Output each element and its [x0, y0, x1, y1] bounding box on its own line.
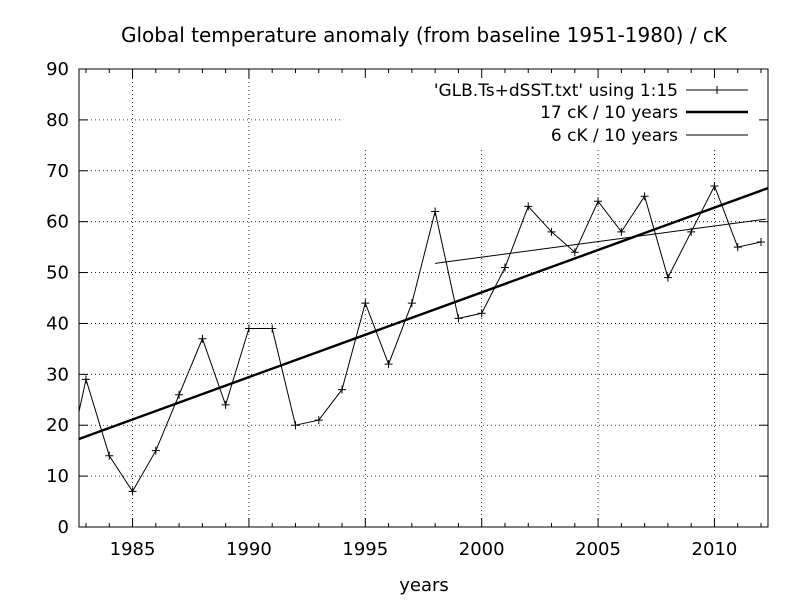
data-point	[81, 375, 90, 384]
y-tick-label: 90	[46, 59, 69, 80]
chart-title: Global temperature anomaly (from baselin…	[121, 23, 728, 47]
y-tick-label: 20	[46, 415, 69, 436]
data-point	[105, 451, 114, 460]
y-tick-label: 0	[58, 517, 69, 538]
series-group-0	[79, 182, 766, 496]
x-tick-label: 1985	[110, 539, 156, 560]
data-point	[663, 273, 672, 282]
y-tick-label: 30	[46, 364, 69, 385]
data-point	[547, 227, 556, 236]
y-tick-label: 60	[46, 212, 69, 233]
data-point	[198, 334, 207, 343]
data-point	[710, 182, 719, 191]
axes: 0 10 20 30 40 50 60 70 80 90 1985 1990 1995 2000 2005 2…	[46, 59, 769, 560]
series-line-1	[78, 186, 769, 441]
series-line-2	[435, 218, 766, 264]
data-point	[361, 299, 370, 308]
y-tick-label: 10	[46, 466, 69, 487]
legend-label-1: 17 cK / 10 years	[540, 103, 678, 123]
x-tick-label: 1990	[226, 539, 272, 560]
data-point	[454, 314, 463, 323]
x-tick-label: 2010	[692, 539, 738, 560]
data-point	[431, 207, 440, 216]
data-point	[570, 248, 579, 257]
x-tick-label: 2000	[459, 539, 505, 560]
x-tick-label: 2005	[575, 539, 621, 560]
legend-marker-0	[713, 86, 721, 94]
data-point	[291, 421, 300, 430]
data-point	[314, 416, 323, 425]
y-tick-label: 70	[46, 161, 69, 182]
data-point	[407, 299, 416, 308]
grid-lines	[79, 69, 768, 527]
x-axis-label: years	[399, 575, 449, 596]
y-tick-label: 40	[46, 313, 69, 334]
data-point	[477, 309, 486, 318]
data-point	[757, 238, 766, 247]
data-point	[500, 263, 509, 272]
data-point	[594, 197, 603, 206]
data-point	[151, 446, 160, 455]
trend-lines	[78, 186, 769, 441]
data-series	[79, 182, 766, 496]
legend-label-0: 'GLB.Ts+dSST.txt' using 1:15	[434, 81, 678, 101]
data-point	[244, 324, 253, 333]
data-point	[640, 192, 649, 201]
data-point	[384, 360, 393, 369]
y-tick-label: 50	[46, 263, 69, 284]
data-point	[338, 385, 347, 394]
data-point	[617, 227, 626, 236]
data-point	[128, 487, 137, 496]
data-point	[524, 202, 533, 211]
y-tick-label: 80	[46, 110, 69, 131]
data-point	[733, 243, 742, 252]
data-point	[221, 400, 230, 409]
x-tick-label: 1995	[342, 539, 388, 560]
legend-label-2: 6 cK / 10 years	[551, 126, 678, 146]
plot-frame	[78, 68, 769, 528]
data-point	[175, 390, 184, 399]
data-point	[687, 227, 696, 236]
data-point	[268, 324, 277, 333]
series-line-0	[79, 184, 762, 493]
